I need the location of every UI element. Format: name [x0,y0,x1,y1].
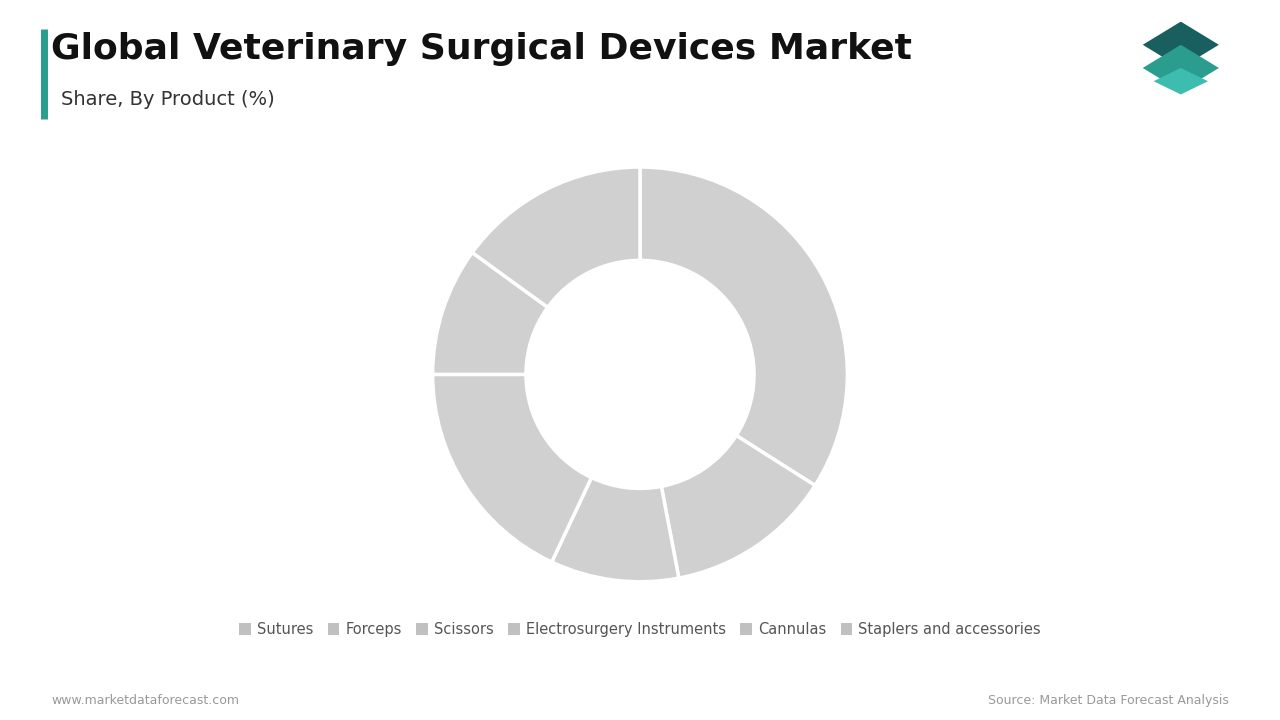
Text: www.marketdataforecast.com: www.marketdataforecast.com [51,694,239,707]
Wedge shape [472,167,640,307]
Polygon shape [1143,22,1219,68]
Wedge shape [433,374,591,562]
Legend: Sutures, Forceps, Scissors, Electrosurgery Instruments, Cannulas, Staplers and a: Sutures, Forceps, Scissors, Electrosurge… [232,615,1048,644]
Polygon shape [1143,45,1219,91]
Text: Global Veterinary Surgical Devices Market: Global Veterinary Surgical Devices Marke… [51,32,913,66]
Polygon shape [1153,68,1208,94]
Text: Share, By Product (%): Share, By Product (%) [61,90,275,109]
Wedge shape [640,167,847,485]
Wedge shape [662,436,815,578]
Text: Source: Market Data Forecast Analysis: Source: Market Data Forecast Analysis [988,694,1229,707]
Wedge shape [433,253,548,374]
Wedge shape [552,477,678,582]
